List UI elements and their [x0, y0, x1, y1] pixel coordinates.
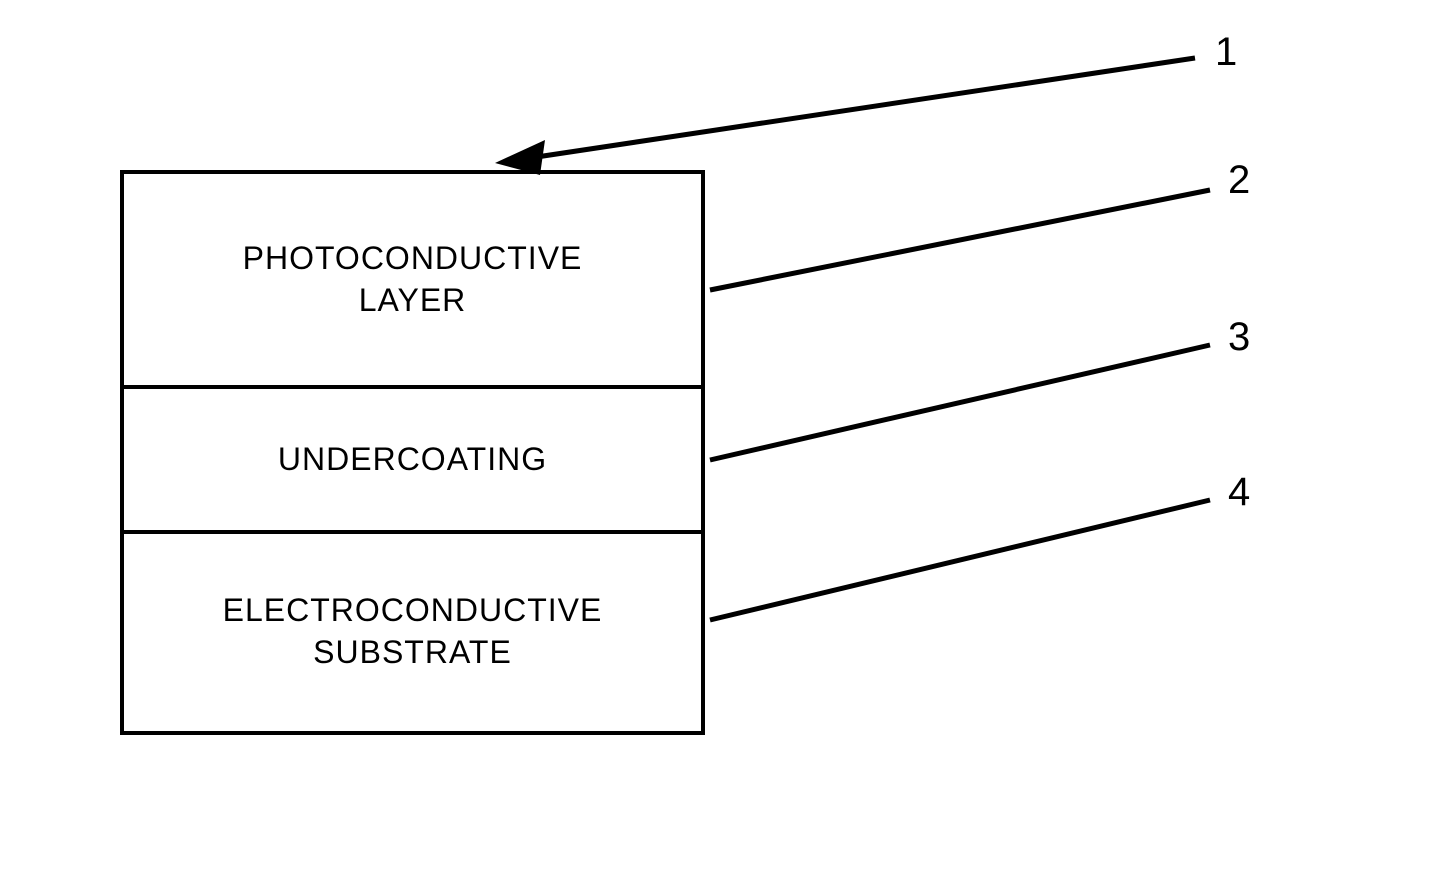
annotation-label: 1: [1215, 30, 1237, 74]
annotation-number-3: 3: [1228, 315, 1250, 360]
annotation-number-1: 1: [1215, 30, 1237, 75]
layer-stack-container: PHOTOCONDUCTIVELAYER UNDERCOATING ELECTR…: [120, 170, 705, 735]
annotation-label: 2: [1228, 158, 1250, 202]
annotation-label: 4: [1228, 470, 1250, 514]
leader-line-2: [710, 190, 1210, 290]
layer-electroconductive: ELECTROCONDUCTIVESUBSTRATE: [124, 534, 701, 729]
annotation-label: 3: [1228, 315, 1250, 359]
layer-photoconductive: PHOTOCONDUCTIVELAYER: [124, 174, 701, 389]
annotation-number-4: 4: [1228, 470, 1250, 515]
layer-label: UNDERCOATING: [278, 441, 547, 478]
layer-undercoating: UNDERCOATING: [124, 389, 701, 534]
leader-line-3: [710, 345, 1210, 460]
annotation-number-2: 2: [1228, 158, 1250, 203]
leader-line-1: [530, 58, 1195, 158]
layer-label: ELECTROCONDUCTIVESUBSTRATE: [223, 590, 603, 673]
leader-line-4: [710, 500, 1210, 620]
layer-label: PHOTOCONDUCTIVELAYER: [243, 238, 583, 321]
